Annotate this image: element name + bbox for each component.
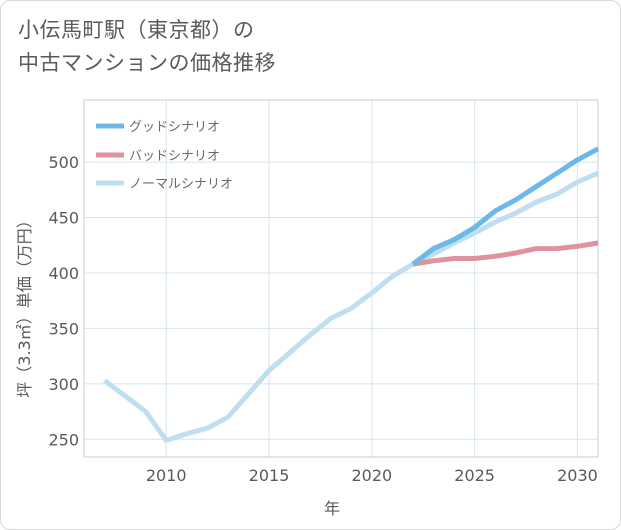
legend-label-good: グッドシナリオ	[129, 120, 220, 135]
legend-label-normal: ノーマルシナリオ	[129, 177, 233, 192]
series-layer	[103, 146, 600, 443]
x-axis-label: 年	[324, 499, 340, 518]
y-tick-label-250: 250	[48, 430, 79, 449]
bad-scenario-line	[412, 240, 599, 267]
x-tick-label-2025: 2025	[454, 466, 495, 485]
chart-title-line-2: 中古マンションの価格推移	[18, 51, 276, 75]
y-tick-label-300: 300	[48, 375, 79, 394]
y-tick-label-500: 500	[48, 153, 79, 172]
normal-scenario-line	[103, 170, 599, 443]
plot-area-border	[83, 99, 599, 458]
legend-label-bad: バッドシナリオ	[129, 149, 220, 164]
axis-ticks: 2010 2015 2020 2025 2030 250 300 350 400 450 500	[48, 153, 597, 485]
legend: グッドシナリオ バッドシナリオ ノーマルシナリオ	[96, 120, 233, 192]
y-axis-label: 坪（3.3㎡）単価（万円）	[15, 212, 34, 397]
chart-title-line-1: 小伝馬町駅（東京都）の	[18, 18, 255, 42]
x-tick-label-2010: 2010	[146, 466, 187, 485]
x-tick-label-2015: 2015	[249, 466, 290, 485]
good-scenario-line	[411, 146, 600, 267]
chart-title: 小伝馬町駅（東京都）の 中古マンションの価格推移	[18, 14, 438, 80]
x-tick-label-2020: 2020	[351, 466, 392, 485]
y-tick-label-450: 450	[48, 209, 79, 228]
y-tick-label-400: 400	[48, 264, 79, 283]
grid-lines	[84, 100, 598, 457]
x-tick-label-2030: 2030	[557, 466, 598, 485]
y-tick-label-350: 350	[48, 319, 79, 338]
